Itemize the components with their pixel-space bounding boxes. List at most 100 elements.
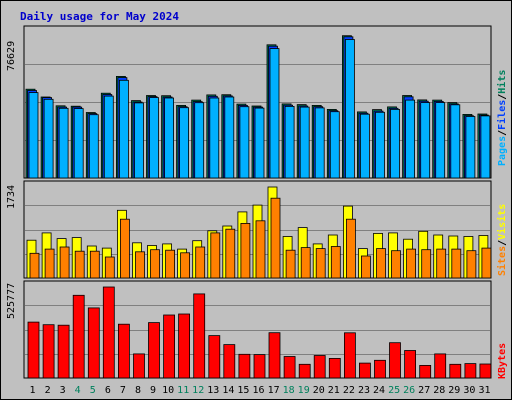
bar-sites-day-25 xyxy=(391,250,401,279)
bar-kbytes-day-11 xyxy=(178,313,191,379)
bar-sites-day-7 xyxy=(120,218,130,279)
bar-kbytes-day-29 xyxy=(449,363,462,379)
bar-kbytes-day-4 xyxy=(72,294,85,379)
kbytes-legend: KBytes xyxy=(497,343,508,379)
bar-kbytes-day-25 xyxy=(389,342,401,379)
bar-sites-day-30 xyxy=(466,250,477,279)
bar-kbytes-day-22 xyxy=(343,332,356,379)
day-label-21: 21 xyxy=(328,385,340,396)
bar-pages-day-24 xyxy=(375,111,385,179)
bar-kbytes-day-9 xyxy=(148,322,160,379)
bar-sites-day-21 xyxy=(330,246,341,279)
bar-sites-day-17 xyxy=(270,197,281,279)
bar-pages-day-7 xyxy=(119,79,129,179)
hits-files-pages-panel xyxy=(23,25,492,179)
bar-sites-day-8 xyxy=(135,251,145,279)
bar-sites-day-5 xyxy=(89,250,100,279)
kbytes-max-label: 525777 xyxy=(6,283,17,319)
bar-sites-day-18 xyxy=(285,249,296,279)
day-label-7: 7 xyxy=(120,385,126,396)
bar-pages-day-5 xyxy=(88,114,99,179)
bar-pages-day-14 xyxy=(224,96,235,179)
day-label-29: 29 xyxy=(448,385,460,396)
bar-kbytes-day-26 xyxy=(404,350,417,379)
bar-pages-day-15 xyxy=(239,106,250,179)
bar-pages-day-6 xyxy=(103,95,114,179)
bar-pages-day-8 xyxy=(134,102,144,179)
bar-kbytes-day-8 xyxy=(133,353,145,379)
bar-kbytes-day-18 xyxy=(283,356,296,379)
bar-kbytes-day-31 xyxy=(479,363,492,379)
bar-sites-day-3 xyxy=(59,246,70,279)
bar-sites-day-14 xyxy=(225,228,236,279)
day-label-23: 23 xyxy=(358,385,370,396)
legend-pages: Pages xyxy=(497,136,508,166)
bar-sites-day-2 xyxy=(44,248,55,279)
bar-kbytes-day-7 xyxy=(118,323,130,379)
day-label-16: 16 xyxy=(252,385,264,396)
bar-pages-day-16 xyxy=(254,107,265,179)
bar-pages-day-28 xyxy=(435,102,446,179)
bar-pages-day-20 xyxy=(314,107,325,179)
bar-kbytes-day-13 xyxy=(208,335,221,379)
bar-sites-day-1 xyxy=(29,252,40,279)
day-label-15: 15 xyxy=(237,385,249,396)
legend-visits: Visits xyxy=(496,204,508,240)
visits-sites-panel xyxy=(23,180,492,279)
day-label-4: 4 xyxy=(75,385,81,396)
bar-pages-day-21 xyxy=(329,111,340,179)
day-label-20: 20 xyxy=(313,385,325,396)
bar-kbytes-day-28 xyxy=(434,353,447,379)
bar-pages-day-3 xyxy=(58,107,69,179)
hits-max-label: 76629 xyxy=(6,41,17,71)
bar-pages-day-4 xyxy=(73,108,84,179)
bar-kbytes-day-24 xyxy=(374,359,386,379)
bar-kbytes-day-5 xyxy=(87,307,100,379)
bar-kbytes-day-14 xyxy=(223,344,236,379)
day-axis: 1 2 3 4 5 6 7 8 9 10 11 12 13 14 15 16 17 18 19 20 21 22 23 24 2… xyxy=(29,385,490,396)
day-label-19: 19 xyxy=(298,385,310,396)
kbytes-panel xyxy=(23,280,492,379)
day-label-12: 12 xyxy=(192,385,204,396)
bar-pages-day-29 xyxy=(450,104,461,179)
legend-hits: Hits xyxy=(496,70,508,94)
bar-kbytes-day-23 xyxy=(358,362,371,379)
bar-pages-day-25 xyxy=(390,109,400,179)
legend-sep: / xyxy=(497,240,508,246)
bar-sites-day-23 xyxy=(360,255,371,279)
day-label-2: 2 xyxy=(45,385,51,396)
bar-kbytes-day-20 xyxy=(313,355,326,379)
bar-pages-day-30 xyxy=(465,116,476,179)
bar-kbytes-day-27 xyxy=(419,364,432,379)
bar-pages-day-10 xyxy=(164,97,175,179)
bar-kbytes-day-19 xyxy=(298,363,311,379)
legend-sites: Sites xyxy=(496,246,508,276)
day-label-24: 24 xyxy=(373,385,385,396)
bar-kbytes-day-10 xyxy=(163,314,176,379)
bar-pages-day-9 xyxy=(149,97,159,179)
visits-sites-legend: Sites/Visits xyxy=(496,204,508,276)
bar-sites-day-9 xyxy=(150,249,160,279)
bar-pages-day-2 xyxy=(43,98,54,179)
day-label-8: 8 xyxy=(135,385,141,396)
day-label-28: 28 xyxy=(433,385,445,396)
bar-sites-day-27 xyxy=(421,249,432,279)
bar-kbytes-day-1 xyxy=(27,321,40,379)
day-label-25: 25 xyxy=(388,385,400,396)
bar-pages-day-19 xyxy=(299,106,310,179)
day-label-3: 3 xyxy=(60,385,66,396)
day-label-5: 5 xyxy=(90,385,96,396)
bar-pages-day-18 xyxy=(284,106,295,179)
chart-title: Daily usage for May 2024 xyxy=(20,10,179,23)
bar-kbytes-day-12 xyxy=(193,293,206,379)
bar-sites-day-28 xyxy=(436,248,447,279)
day-label-31: 31 xyxy=(478,385,490,396)
bar-sites-day-16 xyxy=(255,220,266,279)
visits-max-label: 1734 xyxy=(6,185,17,209)
bar-sites-day-19 xyxy=(300,247,311,279)
bar-sites-day-29 xyxy=(451,248,462,279)
bar-kbytes-day-2 xyxy=(42,324,55,379)
day-label-13: 13 xyxy=(207,385,219,396)
bar-sites-day-15 xyxy=(240,222,251,279)
